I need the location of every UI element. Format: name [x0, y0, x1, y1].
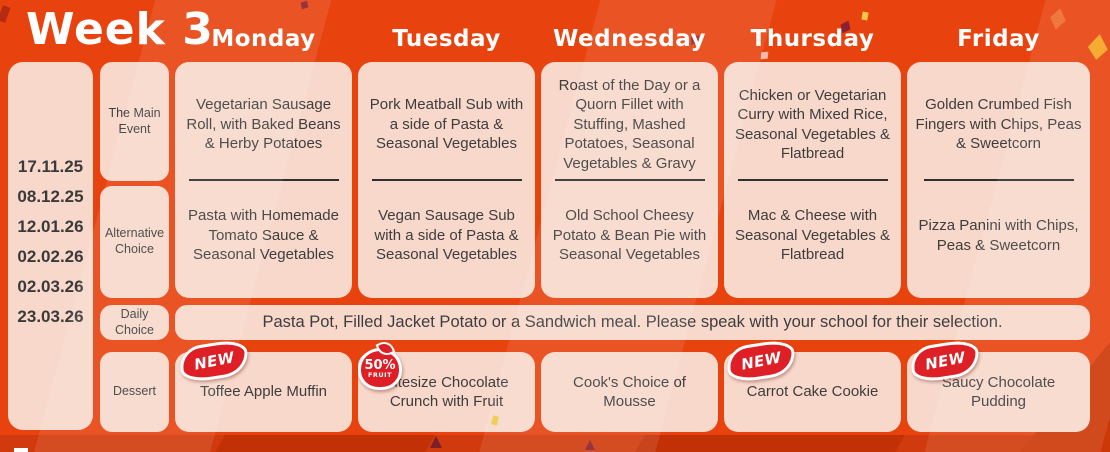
row-label-dessert: Dessert	[100, 352, 169, 432]
week-date: 12.01.26	[17, 217, 84, 236]
dessert-thursday: Carrot Cake Cookie	[724, 352, 901, 432]
dessert-friday: Saucy Chocolate Pudding	[907, 352, 1090, 432]
main-event-tuesday: Pork Meatball Sub with a side of Pasta &…	[369, 96, 524, 153]
apple-icon: 50% FRUIT	[358, 348, 402, 390]
menu-cell-tuesday: Pork Meatball Sub with a side of Pasta &…	[358, 62, 535, 298]
daily-choice-bar: Pasta Pot, Filled Jacket Potato or a San…	[175, 305, 1090, 340]
band-shadow	[635, 435, 905, 452]
week-date: 23.03.26	[17, 307, 84, 326]
dates-list: 17.11.25 08.12.25 12.01.26 02.02.26 02.0…	[8, 152, 93, 332]
divider	[923, 179, 1074, 181]
confetti	[861, 11, 869, 21]
alternative-friday: Pizza Panini with Chips, Peas & Sweetcor…	[918, 217, 1079, 254]
week-date: 02.03.26	[17, 277, 84, 296]
alternative-monday: Pasta with Homemade Tomato Sauce & Seaso…	[188, 207, 339, 264]
main-event-thursday: Chicken or Vegetarian Curry with Mixed R…	[734, 86, 891, 163]
week-date: 08.12.25	[17, 187, 84, 206]
day-header-monday: Monday	[211, 26, 316, 52]
main-event-monday: Vegetarian Sausage Roll, with Baked Bean…	[186, 96, 341, 153]
divider	[371, 179, 522, 181]
main-event-wednesday: Roast of the Day or a Quorn Fillet with …	[558, 76, 701, 172]
divider	[188, 179, 339, 181]
confetti	[298, 0, 311, 12]
divider	[554, 179, 705, 181]
row-label-daily-choice: Daily Choice	[100, 305, 169, 340]
band-shadow	[215, 435, 435, 452]
day-header-friday: Friday	[957, 26, 1040, 52]
week-dates-panel: 17.11.25 08.12.25 12.01.26 02.02.26 02.0…	[8, 62, 93, 430]
confetti	[585, 440, 595, 450]
dessert-wednesday: Cook's Choice of Mousse	[541, 352, 718, 432]
new-badge-label: NEW	[192, 348, 236, 374]
confetti	[0, 5, 11, 23]
menu-cell-thursday: Chicken or Vegetarian Curry with Mixed R…	[724, 62, 901, 298]
week-title: Week 3	[26, 4, 214, 55]
week-date: 17.11.25	[17, 157, 84, 176]
row-label-alternative-choice: Alternative Choice	[100, 186, 169, 298]
day-header-thursday: Thursday	[750, 26, 875, 52]
fruit-label: FRUIT	[367, 370, 393, 379]
fifty-percent-fruit-badge: 50% FRUIT	[356, 338, 406, 395]
alternative-tuesday: Vegan Sausage Sub with a side of Pasta &…	[374, 207, 519, 264]
alternative-thursday: Mac & Cheese with Seasonal Vegetables & …	[734, 207, 891, 264]
new-badge-label: NEW	[739, 348, 783, 374]
row-label-main-event: The Main Event	[100, 62, 169, 181]
main-event-friday: Golden Crumbed Fish Fingers with Chips, …	[915, 96, 1082, 153]
divider	[737, 179, 888, 181]
day-header-wednesday: Wednesday	[552, 26, 707, 52]
alternative-wednesday: Old School Cheesy Potato & Bean Pie with…	[552, 207, 707, 264]
logo-fragment	[14, 448, 28, 452]
menu-cell-monday: Vegetarian Sausage Roll, with Baked Bean…	[175, 62, 352, 298]
menu-cell-wednesday: Roast of the Day or a Quorn Fillet with …	[541, 62, 718, 298]
menu-cell-friday: Golden Crumbed Fish Fingers with Chips, …	[907, 62, 1090, 298]
day-header-tuesday: Tuesday	[392, 26, 501, 52]
bottom-band	[0, 435, 1110, 452]
new-badge-label: NEW	[923, 348, 967, 374]
week-date: 02.02.26	[17, 247, 84, 266]
fruit-percent-label: 50%	[364, 357, 396, 373]
